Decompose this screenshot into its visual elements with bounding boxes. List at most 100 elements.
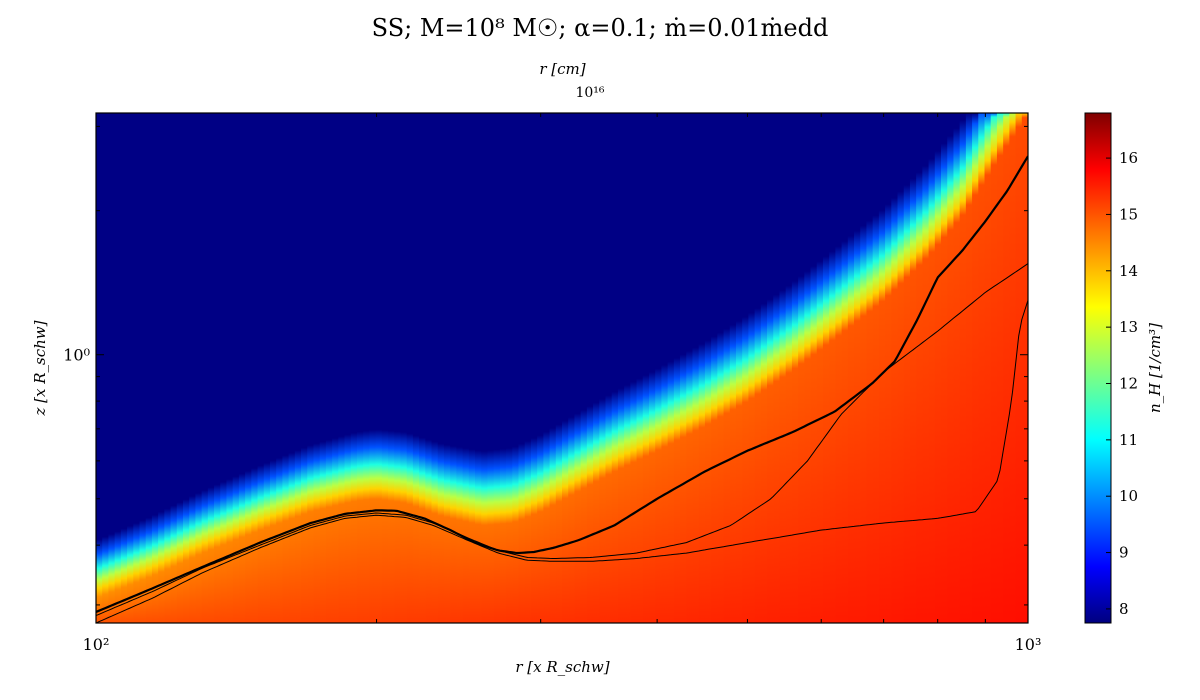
density-strip bbox=[586, 113, 594, 623]
density-strip bbox=[127, 113, 134, 623]
density-strip bbox=[450, 113, 457, 623]
density-strip bbox=[182, 113, 190, 623]
density-strip bbox=[232, 113, 240, 623]
density-strip bbox=[965, 113, 973, 623]
density-strip bbox=[313, 113, 321, 623]
colorbar-tick-label: 12 bbox=[1119, 374, 1138, 392]
density-strip bbox=[574, 113, 582, 623]
density-strip bbox=[1003, 113, 1010, 623]
density-strip bbox=[953, 113, 961, 623]
density-strip bbox=[605, 113, 613, 623]
density-strip bbox=[866, 113, 874, 623]
density-strip bbox=[742, 113, 749, 623]
density-strip bbox=[493, 113, 501, 623]
density-strip bbox=[555, 113, 563, 623]
x-tick-label: 10³ bbox=[1015, 635, 1042, 654]
density-strip bbox=[580, 113, 588, 623]
density-strip bbox=[338, 113, 346, 623]
density-strip bbox=[760, 113, 768, 623]
density-strip bbox=[773, 113, 781, 623]
density-strip bbox=[748, 113, 756, 623]
density-strip bbox=[686, 113, 694, 623]
density-strip bbox=[406, 113, 414, 623]
density-strip bbox=[841, 113, 849, 623]
density-strip bbox=[822, 113, 830, 623]
density-strip bbox=[145, 113, 153, 623]
density-strip bbox=[170, 113, 178, 623]
density-strip bbox=[872, 113, 880, 623]
density-strip bbox=[1015, 113, 1023, 623]
density-strip bbox=[301, 113, 308, 623]
plot-frame bbox=[95, 112, 1029, 624]
density-strip bbox=[798, 113, 805, 623]
density-strip bbox=[1009, 113, 1017, 623]
y-tick-label: 10⁰ bbox=[63, 346, 90, 365]
density-strip bbox=[437, 113, 445, 623]
density-strip bbox=[928, 113, 936, 623]
density-strip bbox=[269, 113, 277, 623]
density-strip bbox=[356, 113, 364, 623]
plot-area bbox=[96, 113, 1028, 623]
density-strip bbox=[984, 113, 992, 623]
density-strip bbox=[307, 113, 315, 623]
density-strip bbox=[158, 113, 165, 623]
density-strip bbox=[835, 113, 843, 623]
density-strip bbox=[543, 113, 551, 623]
density-strip bbox=[512, 113, 520, 623]
density-strip bbox=[481, 113, 489, 623]
density-strip bbox=[630, 113, 638, 623]
colorbar-tick-label: 9 bbox=[1119, 544, 1129, 562]
density-strip bbox=[350, 113, 358, 623]
colorbar-label: n_H [1/cm³] bbox=[1146, 323, 1164, 413]
density-strip bbox=[195, 113, 203, 623]
density-strip bbox=[698, 113, 706, 623]
density-strip bbox=[847, 113, 855, 623]
density-strip bbox=[214, 113, 221, 623]
density-strip bbox=[1021, 113, 1028, 623]
density-strip bbox=[779, 113, 787, 623]
density-strip bbox=[499, 113, 507, 623]
density-strip bbox=[189, 113, 197, 623]
density-strip bbox=[568, 113, 576, 623]
density-strip bbox=[164, 113, 172, 623]
density-strip bbox=[537, 113, 544, 623]
colorbar: 8 9 10 11 12 13 14 15 16 bbox=[1084, 112, 1138, 624]
density-strip bbox=[120, 113, 128, 623]
density-strip bbox=[916, 113, 923, 623]
colorbar-tick-label: 14 bbox=[1119, 262, 1138, 280]
density-strip bbox=[96, 113, 103, 623]
density-strip bbox=[412, 113, 420, 623]
density-strip bbox=[419, 113, 426, 623]
density-strip bbox=[220, 113, 228, 623]
density-strip bbox=[133, 113, 141, 623]
density-strip bbox=[617, 113, 625, 623]
density-strip bbox=[257, 113, 265, 623]
density-strip bbox=[642, 113, 650, 623]
density-strip bbox=[245, 113, 252, 623]
density-strip bbox=[704, 113, 712, 623]
density-strip bbox=[723, 113, 731, 623]
density-strip bbox=[878, 113, 886, 623]
density-strip bbox=[388, 113, 395, 623]
density-strip bbox=[207, 113, 215, 623]
density-strip bbox=[611, 113, 619, 623]
density-strip bbox=[673, 113, 681, 623]
density-strip bbox=[282, 113, 290, 623]
density-strip bbox=[431, 113, 439, 623]
density-strip bbox=[238, 113, 246, 623]
density-strip bbox=[251, 113, 259, 623]
density-strip bbox=[456, 113, 464, 623]
density-strip bbox=[854, 113, 861, 623]
density-strip bbox=[680, 113, 687, 623]
density-strip bbox=[978, 113, 986, 623]
density-strip bbox=[288, 113, 296, 623]
chart-title: SS; M=10⁸ M☉; α=0.1; ṁ=0.01ṁedd bbox=[371, 14, 829, 42]
density-strip bbox=[990, 113, 998, 623]
density-strip bbox=[922, 113, 930, 623]
density-strip bbox=[667, 113, 675, 623]
density-strip bbox=[860, 113, 868, 623]
density-strip bbox=[655, 113, 663, 623]
density-strip bbox=[891, 113, 899, 623]
density-field bbox=[96, 113, 1028, 623]
density-strip bbox=[176, 113, 184, 623]
